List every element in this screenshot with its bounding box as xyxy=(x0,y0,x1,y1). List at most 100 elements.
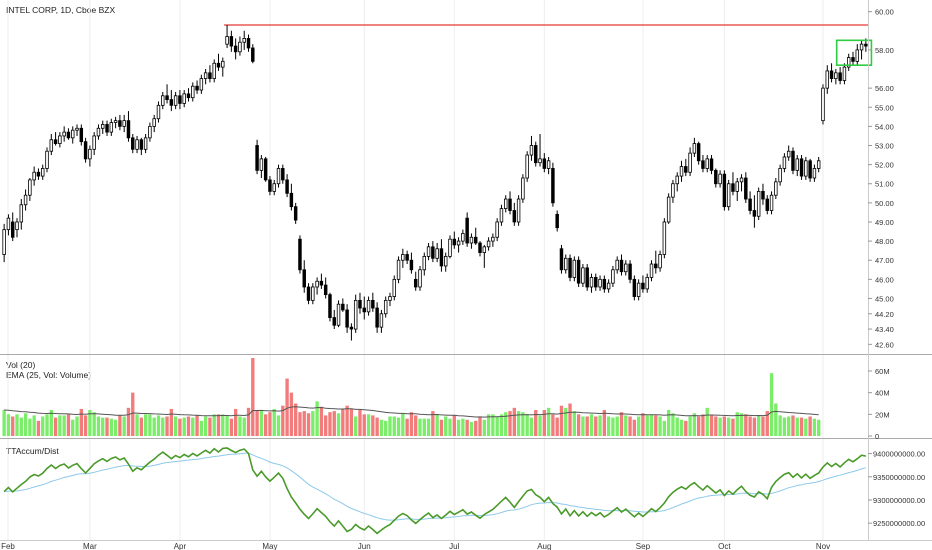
month-tick-label: Mar xyxy=(83,542,97,550)
candle xyxy=(718,170,722,188)
volume-bar xyxy=(654,415,658,436)
candle-body xyxy=(156,104,161,120)
candle xyxy=(594,273,598,291)
candle-body xyxy=(568,257,572,278)
candle-body xyxy=(864,43,868,47)
volume-bar xyxy=(688,416,692,436)
volume-bar xyxy=(726,417,731,436)
candle-body xyxy=(135,139,139,150)
volume-bar xyxy=(804,418,808,436)
candle-body xyxy=(79,127,84,143)
candle xyxy=(774,178,778,200)
candle xyxy=(413,271,418,291)
candle-body xyxy=(859,43,864,51)
candle xyxy=(744,172,748,203)
candle xyxy=(752,195,757,228)
price-tick-label: 44.20 xyxy=(875,310,894,319)
candle-body xyxy=(456,240,461,246)
candle-body xyxy=(804,160,808,177)
candle-body xyxy=(203,72,208,79)
candle xyxy=(701,155,705,173)
candle xyxy=(336,300,341,328)
candle-body xyxy=(546,160,551,169)
volume-bar xyxy=(401,413,405,436)
candle xyxy=(263,156,268,182)
candle xyxy=(443,252,448,272)
volume-bar xyxy=(696,416,701,436)
candle xyxy=(731,172,735,196)
candle xyxy=(122,114,126,133)
volume-bar xyxy=(19,417,23,436)
candle-body xyxy=(534,145,538,164)
volume-bar xyxy=(345,405,349,436)
candle-body xyxy=(829,70,834,79)
volume-bar xyxy=(156,415,161,436)
candle xyxy=(105,120,109,136)
candle xyxy=(748,191,752,215)
volume-bar xyxy=(324,415,328,436)
candle xyxy=(602,275,607,293)
volume-bar xyxy=(748,416,752,436)
volume-bar xyxy=(131,392,135,436)
candle xyxy=(829,63,834,83)
candle xyxy=(40,164,45,180)
symbol-title: INTEL CORP, 1D, Cboe BZX xyxy=(6,5,116,15)
candle xyxy=(649,260,654,282)
candle xyxy=(251,44,255,64)
volume-bar xyxy=(11,416,15,436)
candle-body xyxy=(413,278,418,288)
candle-body xyxy=(161,95,165,106)
volume-bar xyxy=(341,408,345,436)
volume-bar xyxy=(619,412,624,436)
candle xyxy=(6,214,11,236)
candle xyxy=(645,273,649,293)
candle-body xyxy=(40,168,45,177)
candle xyxy=(268,176,272,196)
candle xyxy=(345,304,349,333)
candle-body xyxy=(825,70,830,89)
volume-bar xyxy=(276,415,281,436)
candle-body xyxy=(131,137,135,150)
candle xyxy=(735,178,739,201)
candle xyxy=(782,153,787,173)
volume-bar xyxy=(495,416,499,436)
volume-bar xyxy=(761,416,765,436)
accum-pane-title: TTAccum/Dist xyxy=(6,446,59,456)
volume-bar xyxy=(281,405,285,436)
candle-body xyxy=(529,145,534,156)
candle-body xyxy=(23,194,28,206)
volume-bar xyxy=(92,412,96,436)
candle xyxy=(628,260,632,284)
candle xyxy=(851,51,855,66)
candle-body xyxy=(345,309,349,328)
volume-bar xyxy=(233,408,238,436)
volume-bar xyxy=(444,416,448,436)
volume-bar xyxy=(178,418,182,436)
candle-body xyxy=(409,259,414,271)
candle-body xyxy=(782,156,787,169)
candle xyxy=(465,212,469,247)
volume-bar xyxy=(559,405,564,436)
volume-bar xyxy=(354,416,358,436)
candle-body xyxy=(383,299,388,315)
candle-body xyxy=(435,248,439,259)
volume-bar xyxy=(795,417,799,436)
candle xyxy=(62,126,66,142)
candle xyxy=(756,187,761,221)
volume-bar xyxy=(581,416,585,436)
volume-bar xyxy=(53,417,58,436)
volume-bar xyxy=(611,417,615,436)
candle xyxy=(516,195,521,226)
candle xyxy=(156,101,161,123)
candle-body xyxy=(165,95,169,101)
candle-body xyxy=(10,221,15,238)
candle-body xyxy=(756,190,761,217)
month-tick-label: Feb xyxy=(1,542,15,550)
candle xyxy=(538,134,542,167)
volume-bar xyxy=(525,414,529,436)
volume-bar xyxy=(315,401,319,436)
volume-bar xyxy=(165,416,169,436)
candle-body xyxy=(778,168,782,183)
candle-body xyxy=(118,120,122,127)
